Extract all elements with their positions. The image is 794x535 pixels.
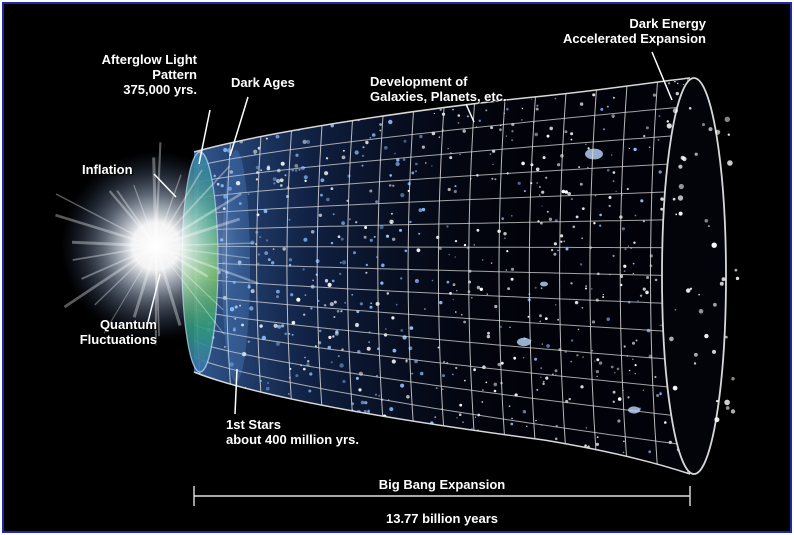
timeline-bar bbox=[193, 486, 691, 506]
first-stars-label: 1st Stars about 400 million yrs. bbox=[226, 417, 359, 447]
afterglow-label: Afterglow Light Pattern 375,000 yrs. bbox=[101, 52, 197, 97]
pointer-lines bbox=[146, 51, 673, 415]
big-bang-expansion-label: Big Bang Expansion bbox=[378, 477, 506, 492]
inflation-label: Inflation bbox=[82, 162, 133, 177]
quantum-fluctuations-label: Quantum Fluctuations bbox=[79, 317, 157, 347]
dark-ages-label: Dark Ages bbox=[231, 75, 295, 90]
big-bang-glow bbox=[61, 151, 251, 341]
development-label: Development of Galaxies, Planets, etc. bbox=[370, 74, 507, 104]
present-day-opening bbox=[661, 77, 727, 475]
dark-energy-label: Dark Energy Accelerated Expansion bbox=[562, 16, 706, 46]
universe-timeline-illustration bbox=[55, 51, 740, 506]
age-of-universe-label: 13.77 billion years bbox=[385, 511, 498, 526]
big-bang-rays bbox=[55, 142, 259, 346]
open-end-galaxies bbox=[666, 107, 740, 423]
